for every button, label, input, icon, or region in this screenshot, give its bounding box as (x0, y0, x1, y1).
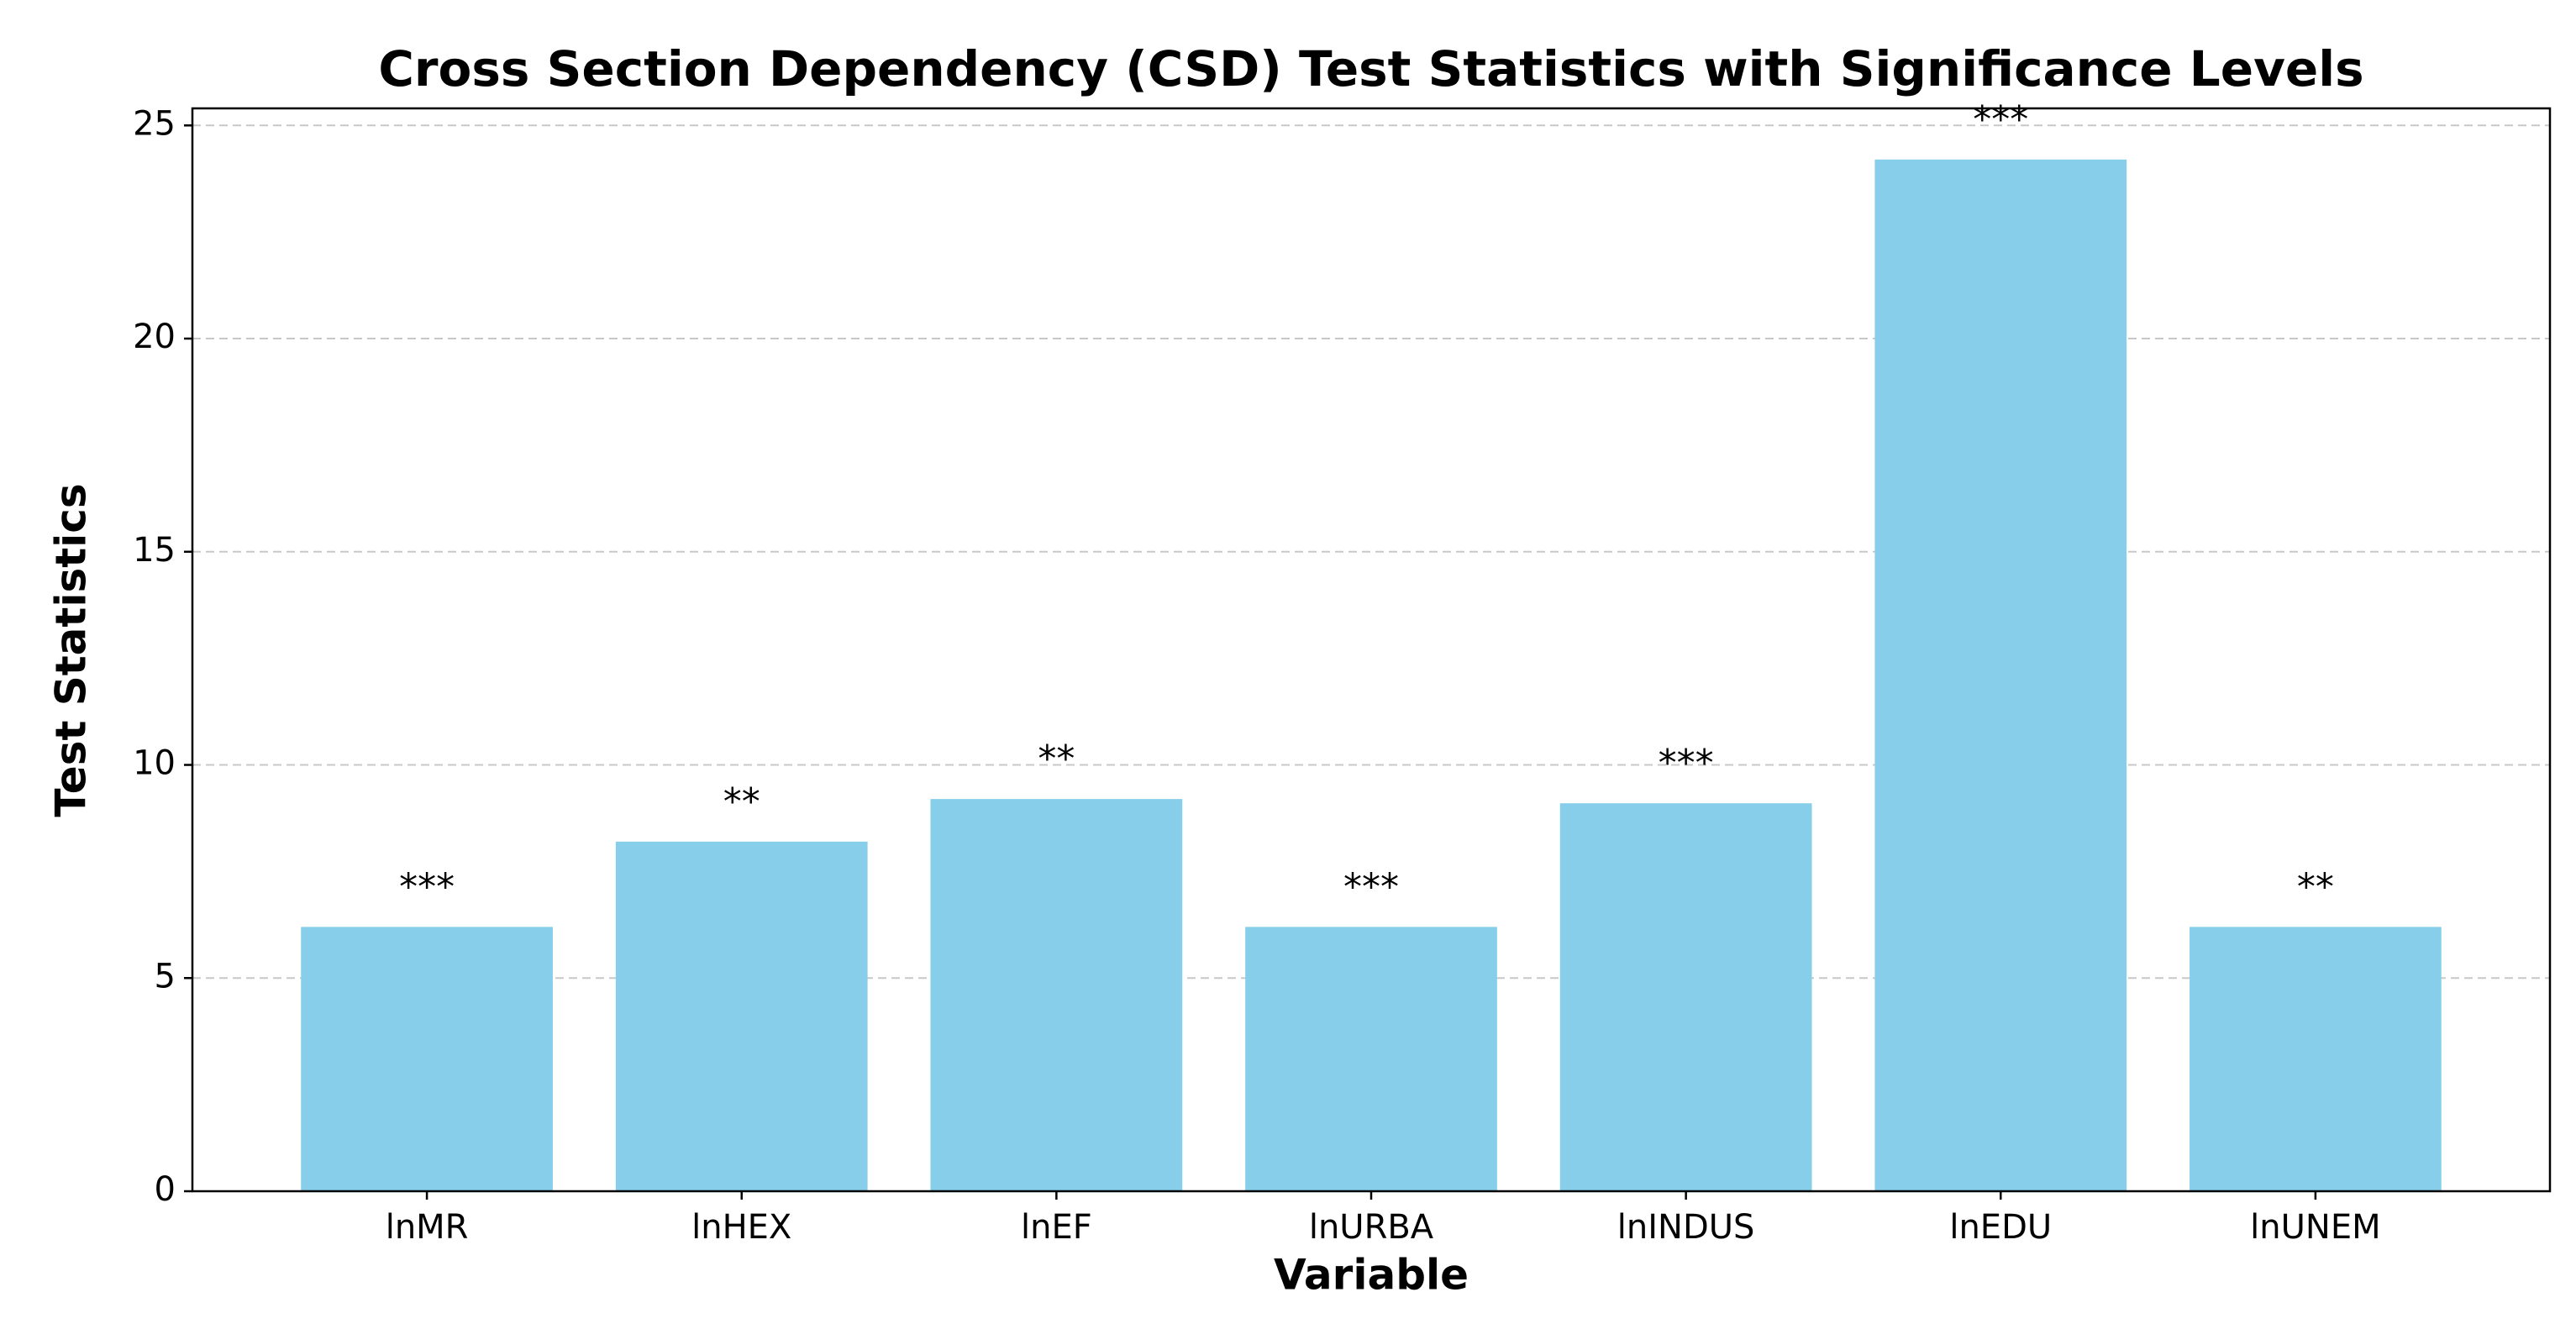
x-tick-label: lnEF (1021, 1208, 1092, 1247)
significance-label: *** (1343, 865, 1399, 908)
x-tick-label: lnURBA (1309, 1208, 1434, 1247)
y-tick-label: 5 (155, 957, 176, 995)
x-tick-label: lnEDU (1949, 1208, 2052, 1247)
y-tick-label: 0 (155, 1170, 176, 1209)
bar (1245, 927, 1497, 1191)
x-axis-label: Variable (1274, 1251, 1469, 1300)
y-tick-label: 10 (133, 744, 176, 783)
plot-area: 0 5 10 15 20 25 lnMR *** lnHEX ** lnEF ** lnURBA *** l… (133, 98, 2550, 1247)
significance-label: ** (2297, 865, 2334, 908)
significance-label: *** (1659, 742, 1714, 785)
significance-label: ** (723, 780, 760, 823)
y-tick-label: 15 (133, 531, 176, 570)
bar (615, 841, 868, 1191)
significance-label: *** (1973, 98, 2028, 141)
x-tick-label: lnUNEM (2250, 1208, 2380, 1247)
y-tick-label: 25 (133, 104, 176, 143)
x-tick-label: lnHEX (691, 1208, 791, 1247)
bar (930, 799, 1183, 1191)
significance-label: ** (1038, 738, 1075, 780)
axes-frame (191, 107, 2552, 1193)
y-axis-label: Test Statistics (47, 483, 96, 817)
y-tick-label: 20 (133, 318, 176, 356)
bar (2190, 927, 2442, 1191)
bar (1874, 159, 2127, 1191)
x-tick-label: lnINDUS (1617, 1208, 1755, 1247)
bar (1559, 803, 1812, 1191)
significance-label: *** (399, 865, 455, 908)
bar (301, 927, 553, 1191)
chart-title: Cross Section Dependency (CSD) Test Stat… (378, 40, 2363, 97)
x-tick-label: lnMR (386, 1208, 469, 1247)
